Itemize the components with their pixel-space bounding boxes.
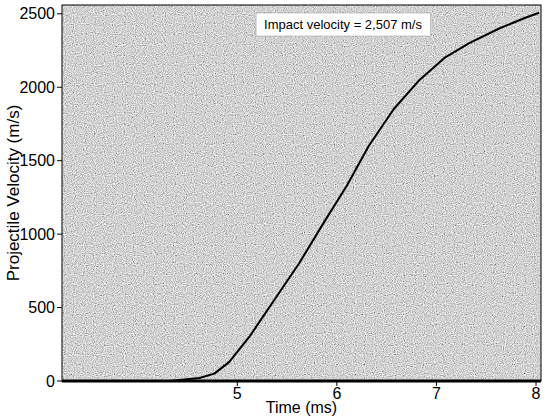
- y-tick-label: 2500: [19, 5, 55, 22]
- series-group: [170, 13, 539, 381]
- y-tick: [57, 381, 62, 382]
- y-tick: [57, 13, 62, 14]
- y-axis-title: Projectile Velocity (m/s): [4, 105, 23, 282]
- y-tick: [57, 234, 62, 235]
- plot-background: [62, 5, 541, 381]
- y-tick-label: 500: [28, 299, 55, 316]
- x-tick-label: 8: [532, 385, 541, 402]
- y-tick: [57, 307, 62, 308]
- x-tick-label: 7: [432, 385, 441, 402]
- y-tick-label: 1500: [19, 152, 55, 169]
- x-tick-label: 5: [233, 385, 242, 402]
- velocity-line: [170, 13, 539, 381]
- annotation: Impact velocity = 2,507 m/s: [264, 17, 422, 32]
- y-tick: [57, 87, 62, 88]
- y-tick-label: 1000: [19, 226, 55, 243]
- plot-frame: [62, 5, 541, 381]
- y-tick-label: 0: [46, 373, 55, 390]
- x-axis-line: [62, 380, 541, 383]
- chart: 567805001000150020002500Time (ms)Project…: [0, 0, 545, 418]
- y-tick-label: 2000: [19, 79, 55, 96]
- x-axis-title: Time (ms): [266, 399, 337, 416]
- y-tick: [57, 160, 62, 161]
- annotation-box: [256, 13, 430, 36]
